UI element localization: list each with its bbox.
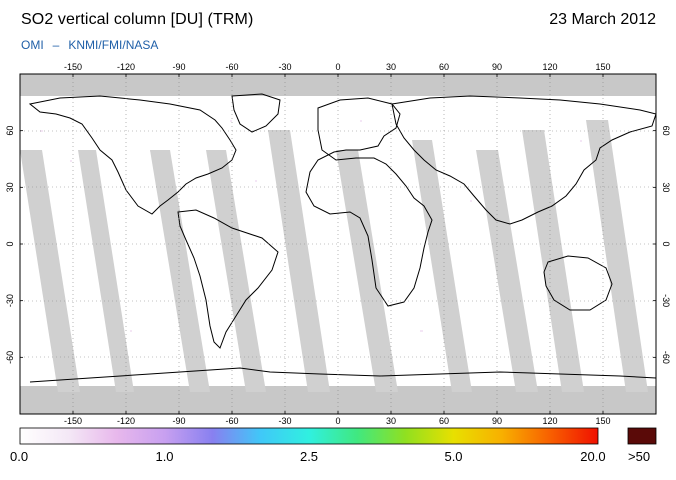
colorbar-tick-label: 20.0 (580, 449, 606, 464)
credit-line: OMI – KNMI/FMI/NASA (21, 38, 158, 52)
lat-tick-label-right: 30 (661, 182, 671, 192)
lat-tick-label-right: -60 (661, 351, 671, 364)
colorbar-tick-label: 2.5 (299, 449, 319, 464)
lon-tick-label-bottom: -30 (278, 416, 291, 426)
south-america-coast (177, 209, 279, 349)
greenland-coast (231, 93, 281, 133)
credit-instrument: OMI (21, 38, 44, 52)
lat-tick-label-left: 60 (5, 126, 15, 136)
lon-tick-label-top: -150 (64, 62, 82, 72)
lon-tick-label-top: 90 (492, 62, 502, 72)
lon-tick-label-bottom: 150 (595, 416, 610, 426)
lat-tick-label-left: -60 (5, 351, 15, 364)
lon-tick-label-bottom: 0 (335, 416, 340, 426)
credit-separator: – (52, 38, 60, 52)
colorbar (19, 427, 599, 445)
axis-ticks: -150 -150 -120 -120 -90 -90 -60 -60 -30 -30 0 0 30 30… (5, 62, 671, 426)
map-title: SO2 vertical column [DU] (TRM) (21, 11, 254, 28)
coastlines (28, 93, 656, 383)
map-area (20, 74, 656, 414)
colorbar-tick-label: 1.0 (155, 449, 174, 464)
lon-tick-label-bottom: -120 (117, 416, 135, 426)
lon-tick-label-top: 120 (542, 62, 557, 72)
lon-tick-label-bottom: 60 (439, 416, 449, 426)
lat-tick-label-right: -30 (661, 294, 671, 307)
lat-tick-label-left: 0 (5, 241, 15, 246)
lon-tick-label-bottom: -60 (225, 416, 238, 426)
europe-africa-coast (305, 97, 433, 307)
colorbar-tick-label: 0.0 (10, 449, 29, 464)
lon-tick-label-top: -120 (117, 62, 135, 72)
arctic-no-data (20, 74, 656, 96)
australia-coast (543, 255, 613, 311)
asia-coast (391, 95, 656, 225)
map-date: 23 March 2012 (549, 11, 656, 28)
lon-tick-label-top: -30 (278, 62, 291, 72)
lon-tick-label-bottom: 30 (386, 416, 396, 426)
lon-tick-label-bottom: -150 (64, 416, 82, 426)
antarctica-coast (29, 367, 656, 383)
orbit-gaps (20, 120, 648, 392)
lon-tick-label-top: 30 (386, 62, 396, 72)
graticule (20, 74, 656, 414)
colorbar-overflow-label: >50 (628, 449, 651, 464)
lon-tick-label-top: 150 (595, 62, 610, 72)
lon-tick-label-top: 60 (439, 62, 449, 72)
lat-tick-label-left: 30 (5, 182, 15, 192)
lon-tick-label-top: 0 (335, 62, 340, 72)
lon-tick-label-top: -60 (225, 62, 238, 72)
lon-tick-label-top: -90 (172, 62, 185, 72)
lon-tick-label-bottom: 90 (492, 416, 502, 426)
colorbar-overflow-swatch (627, 427, 657, 445)
lat-tick-label-right: 60 (661, 126, 671, 136)
lon-tick-label-bottom: 120 (542, 416, 557, 426)
lon-tick-label-bottom: -90 (172, 416, 185, 426)
credit-institutions: KNMI/FMI/NASA (68, 38, 159, 52)
lat-tick-label-right: 0 (661, 241, 671, 246)
lat-tick-label-left: -30 (5, 294, 15, 307)
colorbar-tick-label: 5.0 (444, 449, 463, 464)
north-america-coast (28, 95, 237, 215)
